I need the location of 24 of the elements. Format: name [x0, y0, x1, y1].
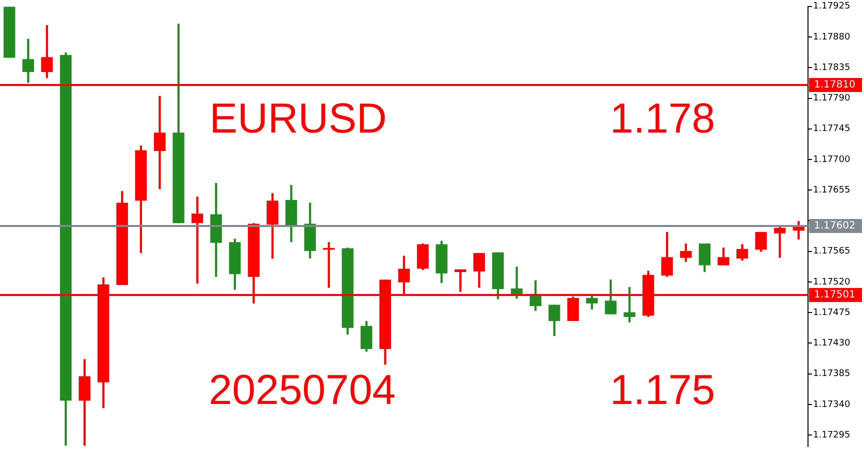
y-tick-label: 1.17700: [813, 154, 850, 165]
y-tick-label: 1.17520: [813, 277, 850, 288]
y-tick-label: 1.17655: [813, 185, 850, 196]
y-tick-label: 1.17925: [813, 2, 850, 12]
y-tick-label: 1.17340: [813, 400, 850, 410]
y-tick-label: 1.17295: [813, 430, 850, 440]
annotation: 1.178: [610, 94, 716, 142]
y-tick-label: 1.17790: [813, 94, 850, 104]
candlestick: [154, 96, 166, 190]
annotation: EURUSD: [209, 94, 387, 142]
ref-line-label: 1.17602: [814, 220, 856, 232]
y-tick-label: 1.17430: [813, 338, 850, 349]
candlestick: [191, 196, 204, 284]
ref-line-label: 1.17810: [814, 80, 856, 91]
annotation: 1.175: [610, 366, 716, 414]
y-tick-label: 1.17475: [813, 308, 850, 318]
y-tick-label: 1.17880: [813, 32, 850, 42]
ref-line-label: 1.17501: [814, 290, 856, 301]
y-tick-label: 1.17385: [813, 369, 850, 380]
y-tick-label: 1.17835: [813, 62, 850, 73]
y-tick-label: 1.17745: [813, 124, 850, 134]
candlestick: [774, 225, 786, 258]
y-tick-label: 1.17565: [813, 246, 850, 257]
annotation: 20250704: [208, 366, 396, 414]
